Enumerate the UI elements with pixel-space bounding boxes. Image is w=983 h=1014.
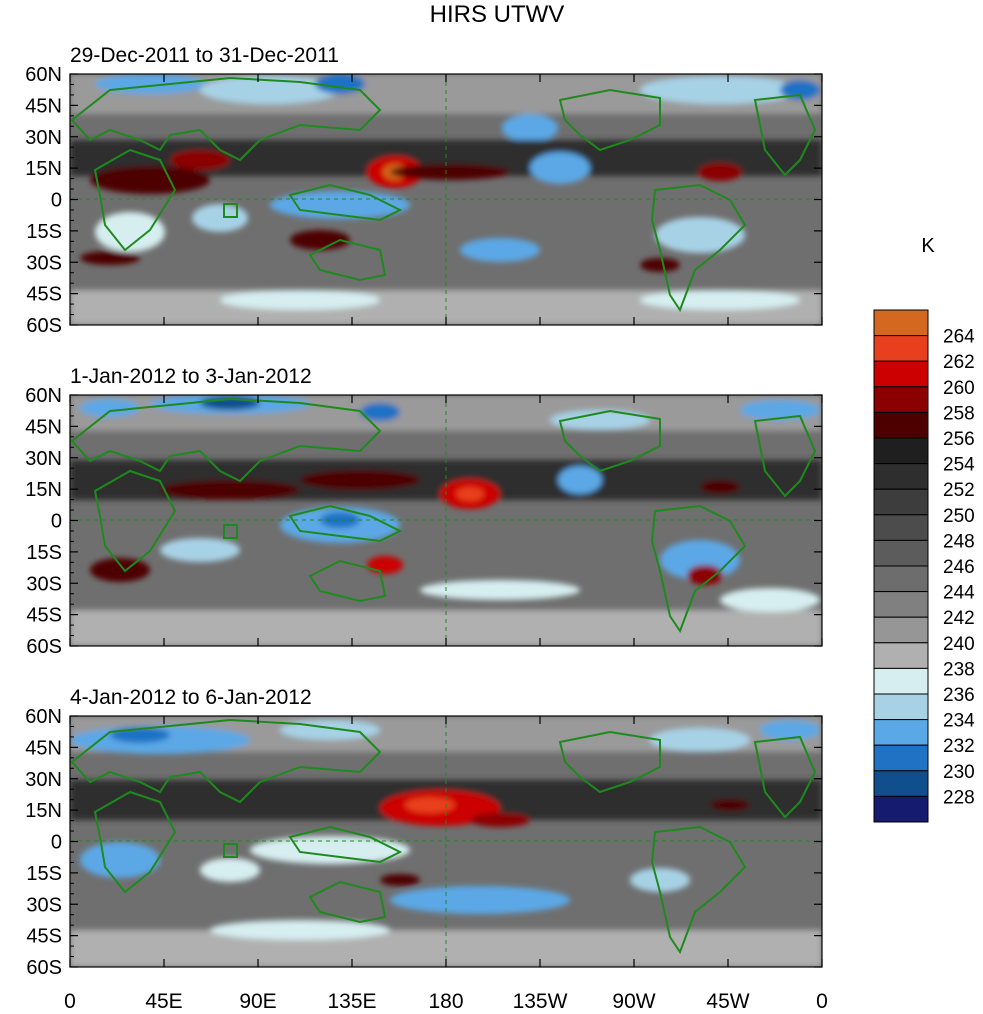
colorbar-label: 238 — [943, 659, 975, 680]
lat-tick-label: 30N — [25, 127, 62, 149]
lat-tick-label: 60S — [26, 315, 62, 337]
colorbar-swatch — [873, 309, 929, 337]
coastlines — [70, 397, 817, 634]
colorbar: 264 262 260 258 256 254 252 250 248 246 244 242 240 2… — [873, 309, 975, 823]
lon-tick-label: 0 — [64, 990, 76, 1013]
colorbar-label: 244 — [943, 583, 975, 604]
panel-subtitle: 29-Dec-2011 to 31-Dec-2011 — [70, 44, 339, 67]
colorbar-swatch — [873, 335, 929, 362]
lat-tick-label: 15N — [25, 158, 62, 180]
colorbar-label: 256 — [943, 429, 975, 450]
colorbar-label: 258 — [943, 403, 975, 424]
lat-tick-label: 15S — [26, 542, 62, 564]
lon-tick-label: 0 — [816, 990, 828, 1013]
colorbar-label: 262 — [943, 352, 975, 373]
colorbar-swatch — [873, 616, 929, 644]
map-panel-2: 1-Jan-2012 to 3-Jan-2012 — [25, 365, 823, 658]
colorbar-swatch — [873, 437, 929, 465]
panel-subtitle: 4-Jan-2012 to 6-Jan-2012 — [70, 686, 312, 709]
colorbar-label: 250 — [943, 506, 975, 527]
colorbar-swatch — [873, 591, 929, 618]
colorbar-label: 232 — [943, 736, 975, 757]
lat-tick-label: 30N — [25, 769, 62, 791]
lat-tick-label: 15S — [26, 221, 62, 243]
colorbar-label: 252 — [943, 480, 975, 501]
coastlines — [70, 76, 817, 313]
lon-tick-label: 135E — [327, 990, 376, 1013]
coastlines — [70, 718, 817, 955]
lat-tick-label: 45S — [26, 284, 62, 306]
lat-tick-label: 60N — [25, 706, 62, 728]
colorbar-swatch — [873, 386, 929, 413]
colorbar-swatch — [873, 463, 929, 490]
colorbar-swatch — [873, 642, 929, 669]
lat-tick-label: 60S — [26, 636, 62, 658]
lat-tick-label: 30S — [26, 894, 62, 916]
lat-tick-label: 45N — [25, 737, 62, 759]
lat-tick-label: 0 — [51, 832, 62, 854]
colorbar-label: 242 — [943, 608, 975, 629]
lat-tick-label: 45S — [26, 926, 62, 948]
colorbar-label: 240 — [943, 634, 975, 655]
lat-tick-label: 30S — [26, 252, 62, 274]
longitude-axis: 0 45E 90E 135E 180 135W 90W 45W 0 — [64, 74, 828, 1013]
colorbar-swatch — [873, 565, 929, 593]
figure-title: HIRS UTWV — [430, 1, 565, 28]
units-label: K — [921, 235, 935, 257]
colorbar-label: 254 — [943, 455, 975, 476]
lon-tick-label: 45E — [145, 990, 182, 1013]
lat-tick-label: 30N — [25, 448, 62, 470]
lat-tick-label: 60S — [26, 957, 62, 979]
lat-tick-label: 15S — [26, 863, 62, 885]
lat-tick-label: 0 — [51, 190, 62, 212]
colorbar-label: 236 — [943, 685, 975, 706]
colorbar-label: 246 — [943, 557, 975, 578]
lon-tick-label: 90W — [612, 990, 655, 1013]
colorbar-label: 234 — [943, 711, 975, 732]
colorbar-swatch — [873, 488, 929, 516]
lat-tick-label: 30S — [26, 573, 62, 595]
colorbar-label: 248 — [943, 531, 975, 552]
colorbar-label: 260 — [943, 378, 975, 399]
lon-tick-label: 45W — [706, 990, 749, 1013]
lat-tick-label: 45N — [25, 95, 62, 117]
colorbar-swatch — [873, 667, 929, 695]
colorbar-swatch — [873, 770, 929, 797]
map-panel-1: 29-Dec-2011 to 31-Dec-2011 — [25, 44, 823, 337]
colorbar-swatch — [873, 719, 929, 746]
colorbar-label: 264 — [943, 327, 975, 348]
lon-tick-label: 90E — [239, 990, 276, 1013]
lat-tick-label: 15N — [25, 800, 62, 822]
colorbar-swatch — [873, 539, 929, 567]
colorbar-label: 228 — [943, 787, 975, 808]
lat-tick-label: 60N — [25, 64, 62, 86]
colorbar-swatch — [873, 693, 929, 721]
lat-tick-label: 45N — [25, 416, 62, 438]
colorbar-swatch — [873, 795, 929, 823]
lat-tick-label: 45S — [26, 605, 62, 627]
panel-subtitle: 1-Jan-2012 to 3-Jan-2012 — [70, 365, 312, 388]
colorbar-swatch — [873, 411, 929, 439]
lat-tick-label: 0 — [51, 511, 62, 533]
lat-tick-label: 60N — [25, 385, 62, 407]
colorbar-swatch — [873, 360, 929, 388]
colorbar-label: 230 — [943, 762, 975, 783]
lon-tick-label: 180 — [428, 990, 463, 1013]
colorbar-swatch — [873, 514, 929, 541]
lat-tick-label: 15N — [25, 479, 62, 501]
colorbar-swatch — [873, 744, 929, 772]
map-panel-3: 4-Jan-2012 to 6-Jan-2012 — [25, 686, 823, 979]
lon-tick-label: 135W — [513, 990, 568, 1013]
